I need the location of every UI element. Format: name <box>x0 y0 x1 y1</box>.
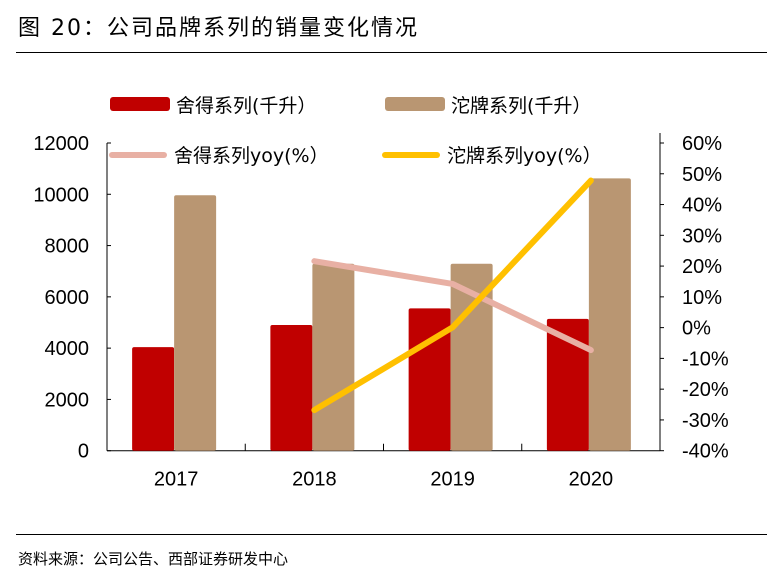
legend-label: 沱牌系列yoy(%） <box>447 145 602 167</box>
legend-swatch <box>110 97 170 111</box>
right-tick-label: 10% <box>682 287 722 309</box>
left-tick-label: 2000 <box>45 389 90 411</box>
bar-shede-2020 <box>546 318 589 451</box>
x-tick-label: 2018 <box>292 469 337 491</box>
left-tick-label: 6000 <box>45 287 90 309</box>
legend-label: 舍得系列(千升） <box>176 95 316 117</box>
legend-label: 沱牌系列(千升） <box>451 95 591 117</box>
x-tick-label: 2017 <box>154 469 199 491</box>
left-tick-label: 0 <box>78 441 89 463</box>
source-divider <box>16 534 767 535</box>
chart: 0 2000 4000 6000 8000 10000 12000 -40% -30% -20% -… <box>33 95 729 491</box>
bar-shede-2018 <box>270 325 313 451</box>
right-tick-label: 40% <box>682 195 722 217</box>
right-tick-label: 30% <box>682 225 722 247</box>
bar-tuopai-2020 <box>588 178 631 451</box>
x-tick-label: 2019 <box>430 469 475 491</box>
x-tick-label: 2020 <box>569 469 614 491</box>
title-divider <box>16 52 767 53</box>
right-tick-label: 60% <box>682 133 722 155</box>
left-tick-label: 10000 <box>33 184 89 206</box>
right-tick-label: -20% <box>682 379 729 401</box>
bar-tuopai-2017 <box>174 195 217 451</box>
bar-tuopai-2019 <box>450 263 493 451</box>
right-tick-label: -40% <box>682 441 729 463</box>
right-tick-label: -10% <box>682 348 729 370</box>
left-tick-label: 12000 <box>33 133 89 155</box>
left-tick-label: 4000 <box>45 338 90 360</box>
legend-swatch <box>385 97 445 111</box>
left-tick-label: 8000 <box>45 236 90 258</box>
chart-title: 图 20：公司品牌系列的销量变化情况 <box>18 16 419 41</box>
right-tick-label: 50% <box>682 164 722 186</box>
bar-shede-2017 <box>132 347 175 451</box>
bar-tuopai-2018 <box>312 263 355 451</box>
right-tick-label: 0% <box>682 318 711 340</box>
right-tick-label: -30% <box>682 410 729 432</box>
source-note: 资料来源：公司公告、西部证券研发中心 <box>18 550 289 568</box>
legend-label: 舍得系列yoy(%） <box>174 145 329 167</box>
right-tick-label: 20% <box>682 256 722 278</box>
